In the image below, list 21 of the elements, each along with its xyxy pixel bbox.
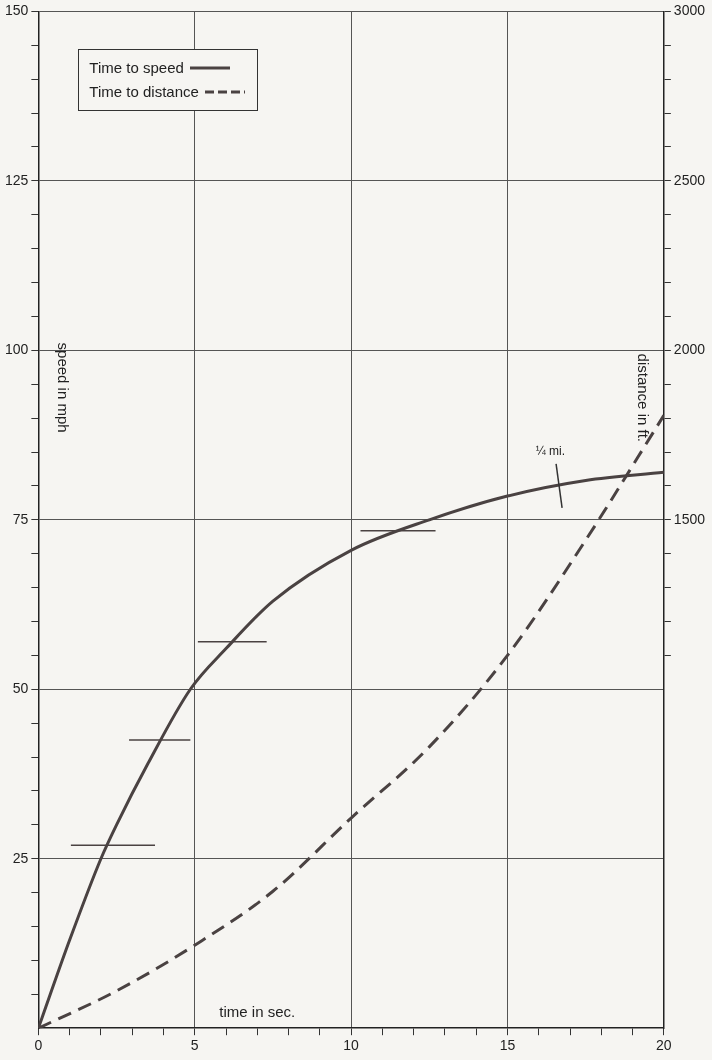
x-tick-label: 15 <box>499 1037 516 1054</box>
legend-label: Time to distance <box>89 82 199 103</box>
x-tick-label: 10 <box>343 1037 360 1054</box>
y-tick-label: 75 <box>12 510 29 527</box>
x-axis-title: time in sec. <box>219 1002 296 1020</box>
y-tick-label: 150 <box>5 2 29 19</box>
y-tick-label: 100 <box>5 341 29 358</box>
x-tick-label: 5 <box>190 1037 199 1054</box>
y-tick-label: 25 <box>12 849 29 866</box>
x-tick-label: 0 <box>34 1037 43 1054</box>
y2-axis-title: distance in ft. <box>634 353 652 442</box>
y2-tick-label: 1500 <box>673 510 706 527</box>
annotation: ¼ mi. <box>535 444 566 459</box>
y2-tick-label: 2500 <box>673 171 706 188</box>
y2-tick-label: 2000 <box>673 341 706 358</box>
legend-label: Time to speed <box>89 58 184 79</box>
y-axis-title: speed in mph <box>55 342 73 433</box>
y-tick-label: 50 <box>12 680 29 697</box>
y-tick-label: 125 <box>5 171 29 188</box>
x-tick-label: 20 <box>656 1037 672 1054</box>
y2-tick-label: 3000 <box>673 2 706 19</box>
